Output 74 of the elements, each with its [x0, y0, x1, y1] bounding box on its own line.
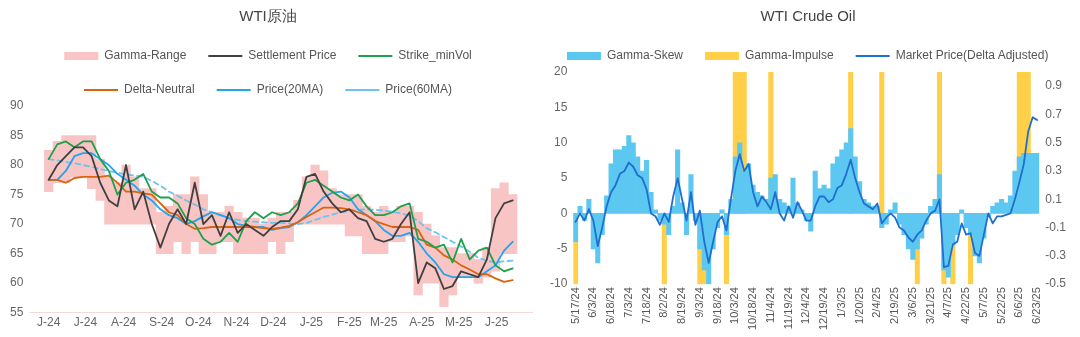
x-tick-label: J-24	[73, 315, 98, 330]
y2-tick-label: -0.5	[1045, 276, 1067, 291]
x-tick-label: N-24	[223, 315, 250, 330]
x-tick-label: D-24	[260, 315, 287, 330]
x-tick-label: M-25	[444, 315, 473, 330]
x-tick-label: M-25	[370, 315, 398, 330]
y-tick-label: 0	[560, 205, 568, 220]
x-tick-label: 3/6/25	[905, 287, 918, 318]
x-tick-label: 1/20/25	[852, 287, 865, 324]
y2-tick-label: -0.3	[1045, 248, 1067, 263]
x-tick-label: 6/18/24	[604, 287, 617, 324]
y-tick-label: 85	[9, 127, 24, 142]
y2-tick-label: 0.9	[1045, 78, 1063, 93]
y-tick-label: 70	[9, 216, 24, 231]
y-tick-label: 15	[553, 99, 568, 114]
x-tick-label: 2/4/25	[870, 287, 883, 318]
x-tick-label: 8/19/24	[675, 287, 688, 324]
x-tick-label: 12/4/24	[799, 287, 812, 324]
y2-tick-label: 0.1	[1045, 191, 1063, 206]
y-tick-label: 75	[9, 186, 24, 201]
x-tick-label: 4/7/25	[941, 287, 954, 318]
y2-tick-label: -0.1	[1045, 219, 1067, 234]
x-tick-label: 9/18/24	[710, 287, 723, 324]
chart-title: WTI Crude Oil	[760, 7, 856, 25]
x-tick-label: 1/3/25	[834, 287, 847, 318]
x-tick-label: 4/22/25	[959, 287, 972, 324]
legend-label: Gamma-Impulse	[744, 48, 834, 63]
legend-label: Settlement Price	[248, 48, 337, 63]
y-tick-label: 60	[9, 275, 24, 290]
chart-title: WTI原油	[239, 7, 297, 25]
y2-tick-label: 0.5	[1045, 135, 1063, 150]
legend-label: Market Price(Delta Adjusted)	[895, 48, 1049, 63]
x-tick-label: 7/3/24	[621, 287, 634, 318]
y2-tick-label: 0.3	[1045, 163, 1063, 178]
y-tick-label: 5	[560, 170, 568, 185]
x-tick-label: J-25	[299, 315, 324, 330]
y-tick-label: 20	[553, 64, 568, 79]
x-tick-label: A-24	[110, 315, 137, 330]
y-tick-label: 55	[9, 304, 24, 319]
x-tick-label: 2/19/25	[888, 287, 901, 324]
x-tick-label: 6/23/25	[1030, 287, 1043, 324]
y-tick-label: -5	[556, 241, 568, 256]
x-tick-label: 7/18/24	[639, 287, 652, 324]
x-tick-label: J-25	[485, 315, 509, 330]
legend-label: Gamma-Skew	[606, 48, 684, 63]
x-tick-label: 5/22/25	[994, 287, 1007, 324]
x-tick-label: J-24	[37, 315, 61, 330]
x-tick-label: A-25	[409, 315, 435, 330]
x-tick-label: 9/3/24	[692, 287, 705, 318]
x-tick-label: 11/4/24	[763, 287, 776, 324]
x-tick-label: 11/19/24	[781, 287, 794, 330]
legend-label: Gamma-Range	[104, 48, 187, 63]
legend-label: Price(20MA)	[256, 82, 324, 97]
y-tick-label: 80	[9, 157, 24, 172]
x-tick-label: O-24	[185, 315, 213, 330]
x-tick-label: 10/3/24	[728, 287, 741, 324]
legend-label: Strike_minVol	[398, 48, 472, 63]
x-tick-label: S-24	[148, 315, 175, 330]
x-tick-label: F-25	[337, 315, 363, 330]
x-tick-label: 5/17/24	[568, 287, 581, 324]
x-tick-label: 12/19/24	[817, 287, 830, 331]
y2-tick-label: 0.7	[1045, 106, 1063, 121]
x-tick-label: 5/7/25	[976, 287, 989, 318]
x-tick-label: 8/2/24	[657, 287, 670, 318]
legend-label: Price(60MA)	[385, 82, 453, 97]
legend-label: Delta-Neutral	[123, 82, 195, 97]
x-tick-label: 3/21/25	[923, 287, 936, 324]
x-tick-label: 6/6/25	[1012, 287, 1025, 318]
y-tick-label: 90	[9, 98, 24, 113]
y-tick-label: -10	[550, 276, 568, 291]
y-tick-label: 10	[553, 135, 568, 150]
y-tick-label: 65	[9, 245, 24, 260]
x-tick-label: 10/18/24	[746, 287, 759, 331]
x-tick-label: 6/3/24	[586, 287, 599, 318]
